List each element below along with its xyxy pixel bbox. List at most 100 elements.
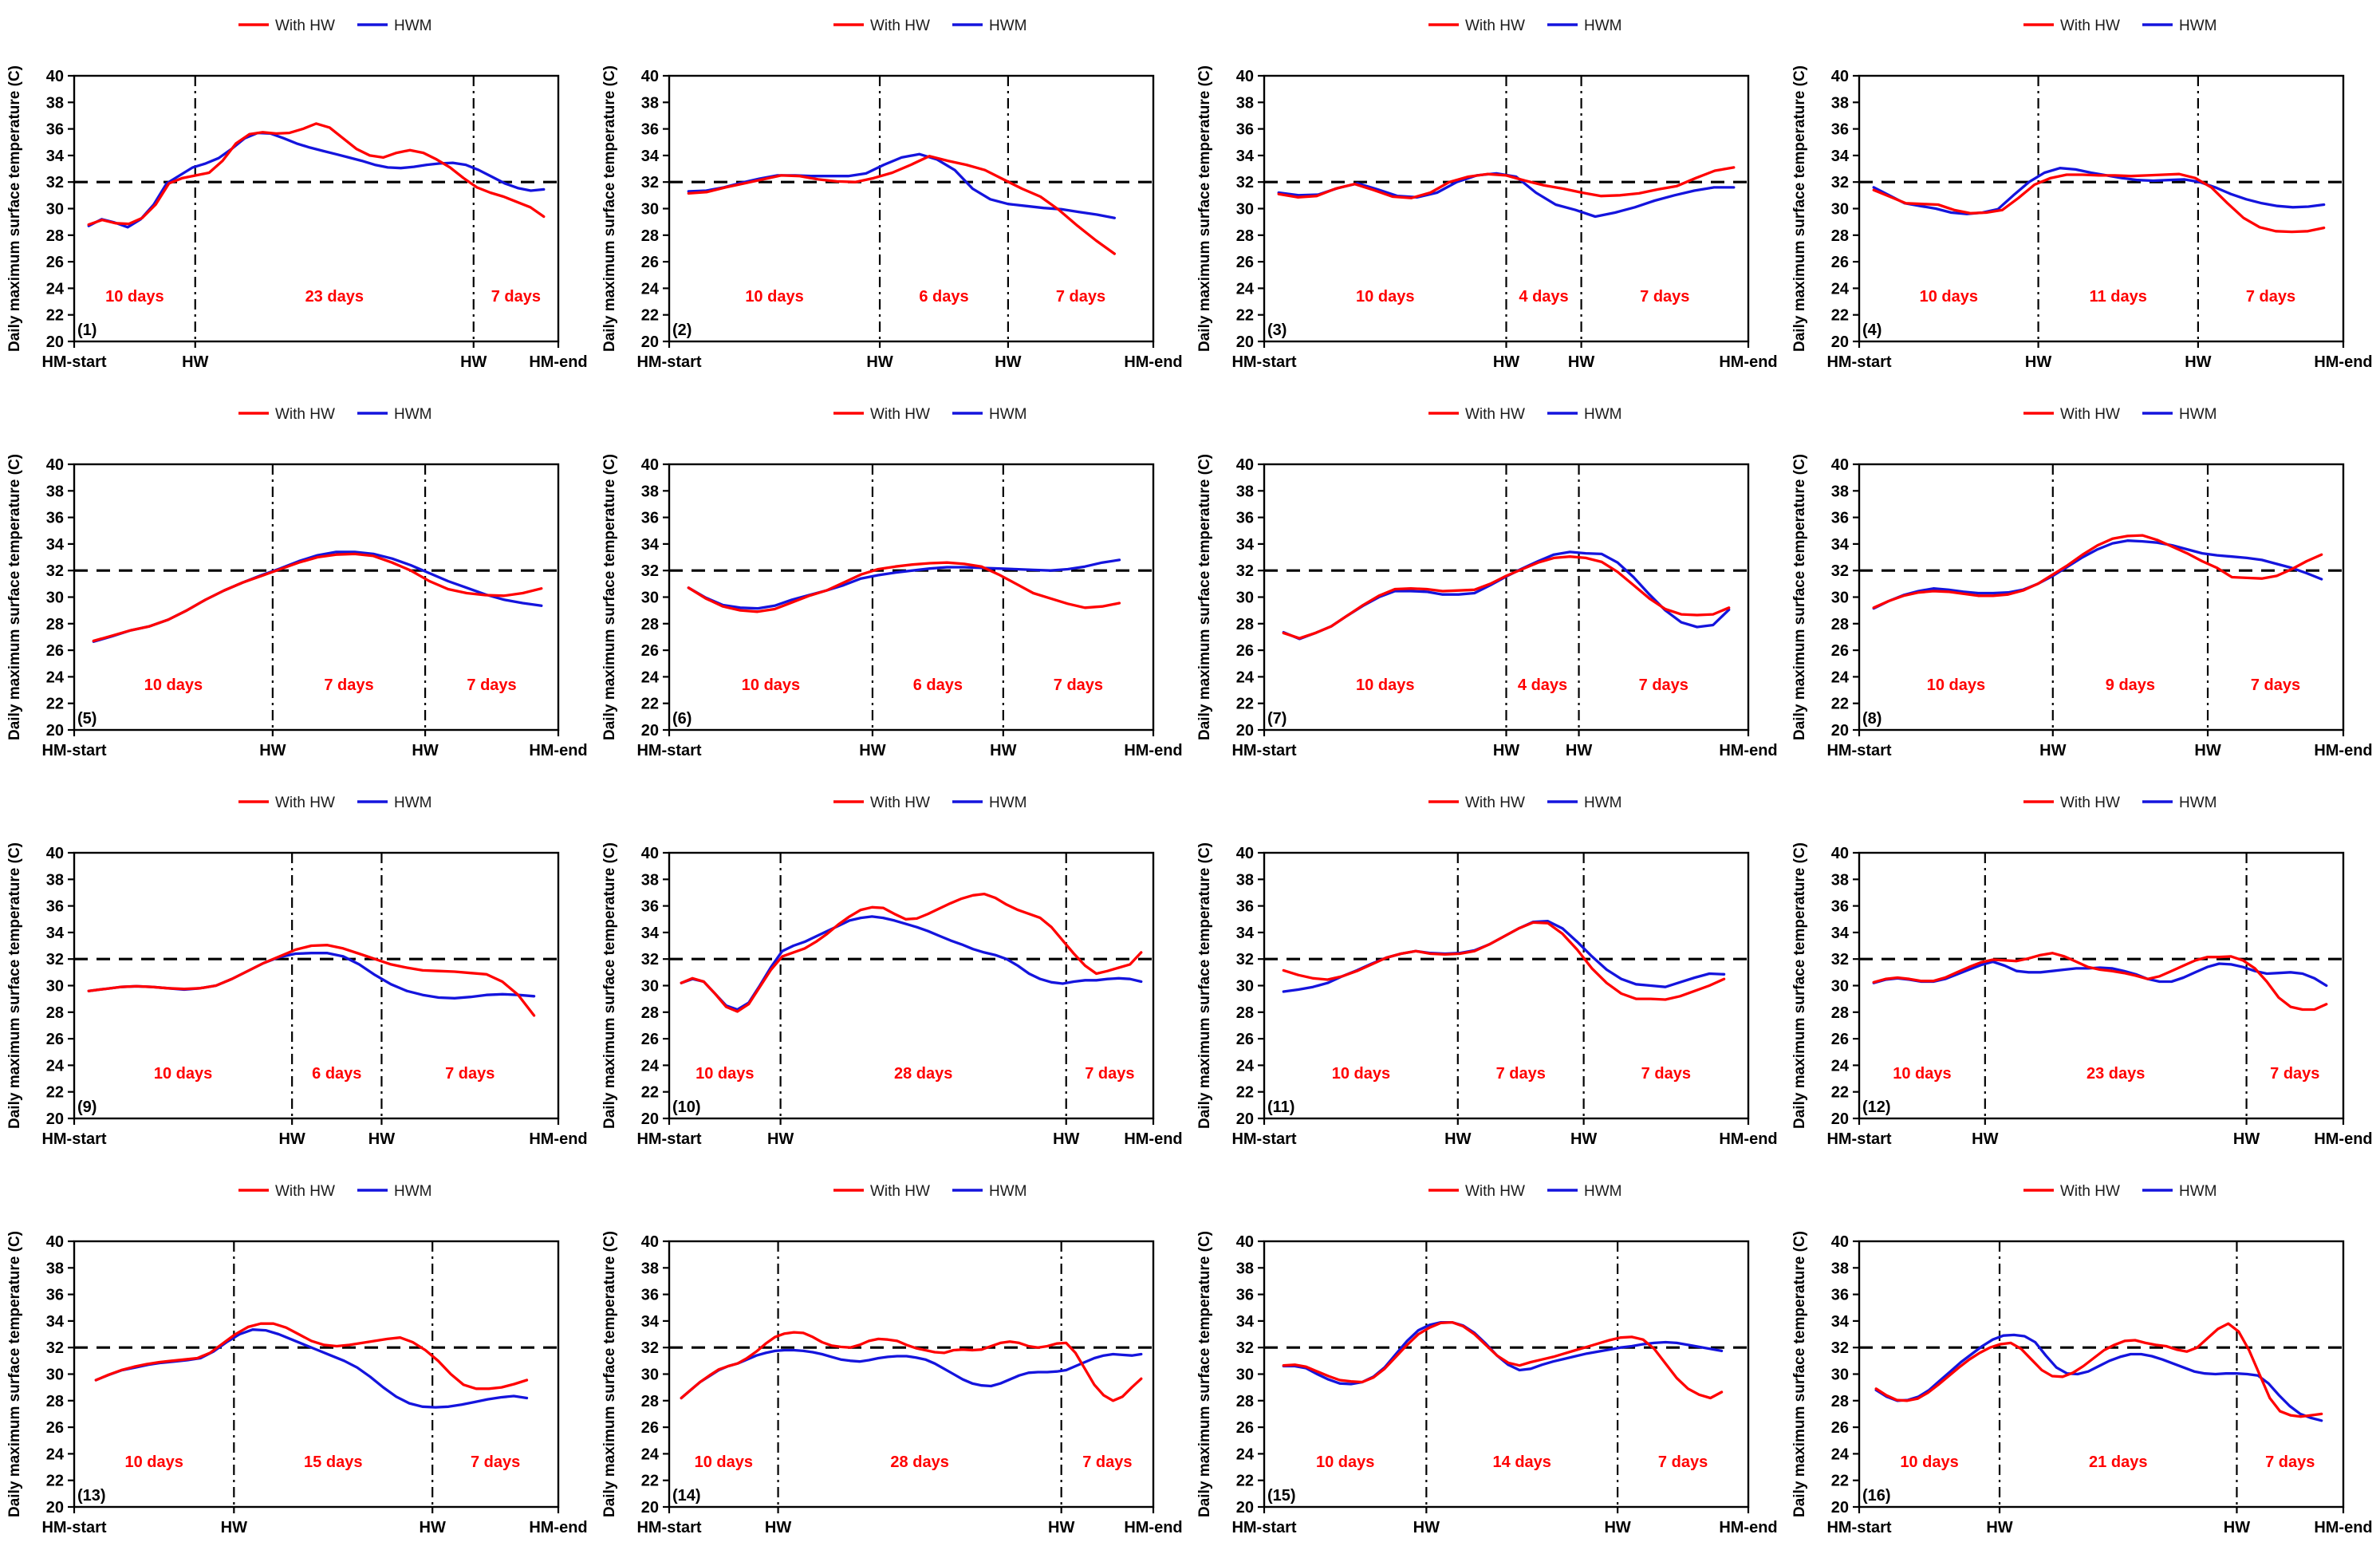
with-hw-line: [687, 155, 1117, 255]
panel-7: With HW HWM Daily maximum surface temperat…: [1190, 388, 1785, 777]
y-tick-label: 26: [1831, 1419, 1849, 1437]
panel-number: (12): [1862, 1098, 1891, 1116]
panel-15: With HW HWM Daily maximum surface temperat…: [1190, 1166, 1785, 1554]
y-tick-label: 26: [1831, 642, 1849, 660]
segment-days-label: 6 days: [312, 1065, 361, 1083]
y-axis-label: Daily maximum surface temperature (C): [6, 65, 23, 352]
x-tick-label: HW: [412, 742, 438, 759]
legend-hwm-label: HWM: [2179, 1183, 2216, 1200]
segment-days-label: 10 days: [695, 1065, 754, 1083]
segment-days-label: 7 days: [2270, 1065, 2319, 1083]
y-tick-label: 38: [46, 1260, 64, 1277]
legend-with-hw-label: With HW: [275, 18, 335, 34]
y-tick-label: 26: [46, 1419, 64, 1437]
y-tick-label: 34: [1831, 925, 1850, 942]
legend-with-hw-label: With HW: [2060, 795, 2120, 811]
panel-chart-15: With HW HWM Daily maximum surface temperat…: [1196, 1183, 1778, 1536]
y-tick-label: 26: [641, 642, 659, 660]
y-tick-label: 22: [46, 307, 64, 325]
y-tick-label: 28: [1831, 616, 1849, 633]
x-tick-label: HW: [1053, 1130, 1079, 1148]
y-tick-label: 24: [46, 280, 65, 298]
hwm-line: [87, 131, 546, 229]
x-tick-label: HW: [859, 742, 885, 759]
y-tick-label: 36: [46, 510, 64, 527]
y-tick-label: 26: [641, 1031, 659, 1048]
y-tick-label: 30: [1831, 201, 1849, 219]
segment-days-label: 10 days: [695, 1453, 753, 1471]
with-hw-line: [87, 122, 546, 227]
y-tick-label: 34: [46, 1313, 65, 1331]
segment-days-label: 7 days: [1640, 288, 1689, 306]
y-axis-label: Daily maximum surface temperature (C): [601, 1231, 618, 1517]
y-tick-label: 26: [1236, 642, 1254, 660]
y-tick-label: 36: [1236, 898, 1254, 916]
x-tick-label: HM-end: [529, 1130, 587, 1148]
segment-days-label: 28 days: [894, 1065, 952, 1083]
y-tick-label: 26: [641, 1419, 659, 1437]
y-tick-label: 34: [1236, 536, 1255, 554]
y-tick-label: 36: [1831, 510, 1849, 527]
x-tick-label: HM-end: [1719, 742, 1777, 759]
panel-number: (8): [1862, 710, 1882, 728]
segment-days-label: 23 days: [2086, 1065, 2145, 1083]
y-tick-label: 30: [641, 590, 659, 607]
panel-10: With HW HWM Daily maximum surface temperat…: [595, 777, 1190, 1166]
panel-chart-11: With HW HWM Daily maximum surface temperat…: [1196, 795, 1778, 1148]
y-tick-label: 20: [46, 1499, 64, 1517]
legend-hwm-label: HWM: [989, 18, 1026, 34]
with-hw-line: [94, 1322, 529, 1390]
x-tick-label: HW: [866, 353, 892, 371]
segment-days-label: 7 days: [1056, 288, 1105, 306]
panel-chart-4: With HW HWM Daily maximum surface temperat…: [1791, 18, 2373, 371]
y-tick-label: 30: [46, 978, 64, 996]
y-tick-label: 32: [46, 174, 64, 191]
y-axis-label: Daily maximum surface temperature (C): [601, 454, 618, 740]
panel-chart-14: With HW HWM Daily maximum surface temperat…: [601, 1183, 1183, 1536]
legend-with-hw-label: With HW: [870, 795, 930, 811]
with-hw-line: [87, 944, 536, 1017]
y-tick-label: 20: [1831, 333, 1849, 351]
y-tick-label: 20: [641, 333, 659, 351]
segment-days-label: 10 days: [745, 288, 803, 306]
x-tick-label: HW: [2224, 1519, 2250, 1536]
panel-chart-2: With HW HWM Daily maximum surface temperat…: [601, 18, 1183, 371]
segment-days-label: 7 days: [2265, 1453, 2315, 1471]
x-tick-label: HM-start: [1826, 353, 1891, 371]
y-tick-label: 28: [641, 1393, 659, 1410]
y-tick-label: 40: [46, 1233, 64, 1251]
y-tick-label: 24: [1831, 669, 1850, 686]
with-hw-line: [687, 561, 1121, 613]
segment-days-label: 10 days: [154, 1065, 212, 1083]
panel-number: (3): [1267, 321, 1287, 339]
y-tick-label: 20: [641, 722, 659, 740]
panel-13: With HW HWM Daily maximum surface temperat…: [0, 1166, 595, 1554]
legend-with-hw-label: With HW: [2060, 406, 2120, 423]
segment-days-label: 6 days: [919, 288, 968, 306]
y-tick-label: 36: [1236, 121, 1254, 139]
panel-4: With HW HWM Daily maximum surface temperat…: [1785, 0, 2380, 388]
x-tick-label: HM-start: [41, 742, 106, 759]
panel-14: With HW HWM Daily maximum surface temperat…: [595, 1166, 1190, 1554]
segment-days-label: 10 days: [1893, 1065, 1951, 1083]
y-tick-label: 24: [641, 1446, 660, 1463]
x-tick-label: HM-end: [1124, 1130, 1182, 1148]
segment-days-label: 14 days: [1493, 1453, 1551, 1471]
segment-days-label: 10 days: [144, 676, 203, 694]
y-tick-label: 36: [1236, 510, 1254, 527]
legend-hwm-label: HWM: [394, 1183, 431, 1200]
y-tick-label: 38: [1831, 871, 1849, 889]
y-tick-label: 20: [641, 1110, 659, 1128]
y-tick-label: 38: [1831, 483, 1849, 500]
y-tick-label: 20: [1831, 1499, 1849, 1517]
y-tick-label: 34: [1831, 148, 1850, 165]
x-tick-label: HW: [990, 742, 1016, 759]
segment-days-label: 7 days: [2251, 676, 2300, 694]
x-tick-label: HW: [221, 1519, 247, 1536]
x-tick-label: HM-start: [1826, 1130, 1891, 1148]
x-tick-label: HM-end: [2314, 742, 2372, 759]
segment-days-label: 6 days: [913, 676, 963, 694]
y-tick-label: 40: [46, 845, 64, 862]
with-hw-line: [680, 1331, 1143, 1402]
x-tick-label: HW: [2185, 353, 2211, 371]
